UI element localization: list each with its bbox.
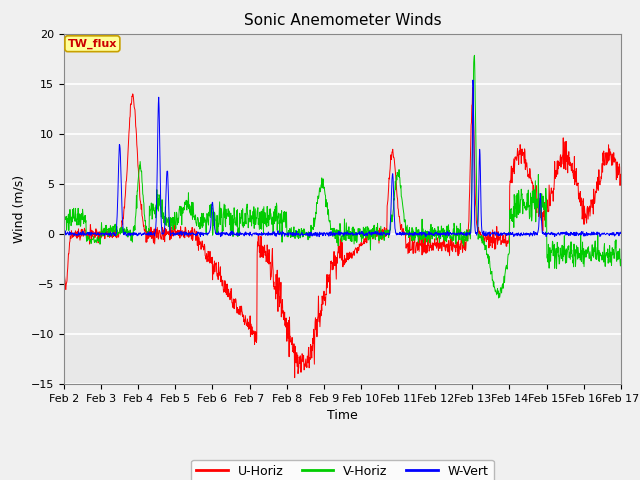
U-Horiz — [60, 263, 68, 269]
W-Vert — [617, 230, 625, 236]
U-Horiz — [308, 343, 316, 349]
W-Vert — [60, 229, 68, 235]
U-Horiz — [103, 231, 111, 237]
Line: U-Horiz: U-Horiz — [64, 88, 621, 378]
V-Horiz — [470, 52, 478, 58]
V-Horiz — [617, 256, 625, 262]
U-Horiz — [297, 357, 305, 362]
Legend: U-Horiz, V-Horiz, W-Vert: U-Horiz, V-Horiz, W-Vert — [191, 460, 493, 480]
Y-axis label: Wind (m/s): Wind (m/s) — [12, 175, 26, 243]
W-Vert — [103, 231, 111, 237]
W-Vert — [316, 234, 323, 240]
W-Vert — [308, 232, 316, 238]
U-Horiz — [468, 85, 476, 91]
U-Horiz — [126, 115, 134, 121]
Text: TW_flux: TW_flux — [68, 38, 117, 49]
V-Horiz — [377, 223, 385, 229]
V-Horiz — [318, 175, 326, 181]
Line: W-Vert: W-Vert — [64, 80, 621, 237]
V-Horiz — [296, 235, 304, 241]
W-Vert — [469, 77, 477, 83]
V-Horiz — [60, 214, 68, 219]
X-axis label: Time: Time — [327, 409, 358, 422]
V-Horiz — [103, 227, 111, 232]
W-Vert — [296, 233, 304, 239]
W-Vert — [378, 229, 385, 235]
U-Horiz — [617, 171, 625, 177]
Line: V-Horiz: V-Horiz — [64, 55, 621, 298]
U-Horiz — [291, 375, 298, 381]
Title: Sonic Anemometer Winds: Sonic Anemometer Winds — [244, 13, 441, 28]
V-Horiz — [495, 295, 502, 301]
V-Horiz — [308, 227, 316, 232]
V-Horiz — [126, 230, 134, 236]
U-Horiz — [378, 228, 385, 233]
U-Horiz — [318, 293, 326, 299]
W-Vert — [318, 232, 326, 238]
W-Vert — [126, 230, 134, 236]
